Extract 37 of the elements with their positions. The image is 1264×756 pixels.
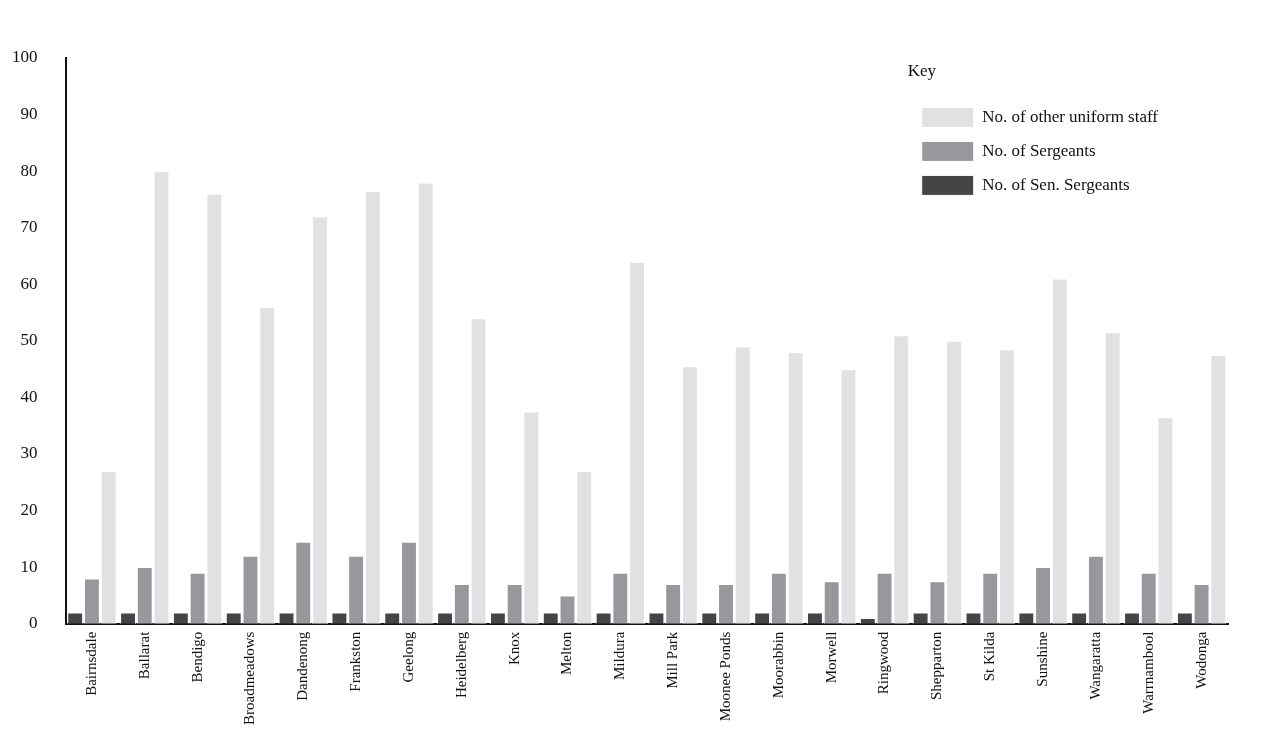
x-tick-label: St Kilda [981,631,998,682]
legend-label: No. of Sergeants [982,140,1096,160]
x-tick-label: Morwell [822,631,839,684]
x-tick-label: Sunshine [1033,631,1050,687]
x-tick-label: Mildura [611,631,628,681]
legend-label: No. of Sen. Sergeants [982,174,1130,194]
x-tick-label: Frankston [347,631,364,692]
y-tick-label: 80 [20,160,38,180]
y-tick-label: 30 [20,443,38,463]
x-tick-label: Moorabbin [769,631,786,699]
y-tick-label: 50 [20,330,38,350]
x-tick-label: Warrnambool [1139,631,1156,714]
legend-title: Key [907,60,937,80]
y-tick-label: 40 [20,386,38,406]
x-tick-label: Melton [558,631,575,676]
y-tick-label: 70 [20,217,38,237]
x-tick-label: Ringwood [875,631,892,695]
x-tick-label: Wangaratta [1086,631,1103,700]
y-tick-label: 0 [29,613,38,633]
x-tick-label: Bendigo [188,631,205,683]
y-tick-label: 20 [20,500,38,520]
x-tick-label: Ballarat [135,630,152,680]
y-tick-label: 100 [12,47,38,67]
x-tick-label: Broadmeadows [241,631,258,725]
x-tick-label: Moonee Ponds [716,631,733,722]
x-tick-label: Knox [505,631,522,666]
y-tick-label: 90 [20,104,38,124]
x-tick-label: Heidelberg [452,631,469,699]
x-tick-label: Mill Park [664,631,681,689]
x-tick-label: Dandenong [294,631,311,701]
x-tick-label: Bairnsdale [82,631,99,696]
x-tick-label: Wodonga [1192,631,1209,689]
x-tick-label: Geelong [399,631,416,683]
y-tick-label: 60 [20,273,38,293]
y-tick-label: 10 [20,556,38,576]
legend-label: No. of other uniform staff [982,106,1159,126]
x-tick-label: Shepparton [928,631,945,701]
